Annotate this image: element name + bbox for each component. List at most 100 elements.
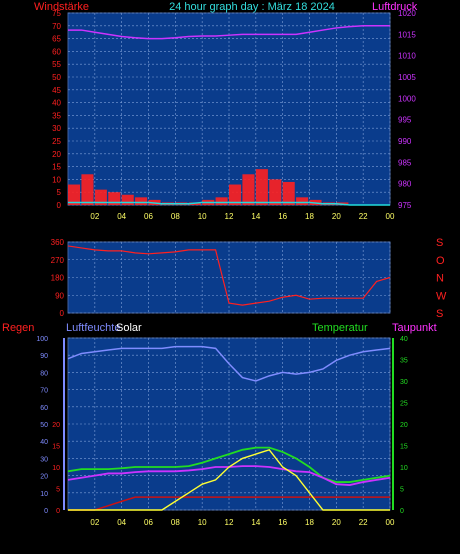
compass-tick-label: O: [436, 255, 445, 267]
x-tick-label: 06: [144, 518, 153, 527]
x-tick-label: 02: [90, 212, 99, 221]
pressure-tick-label: 1020: [398, 9, 416, 18]
x-tick-label: 02: [90, 518, 99, 527]
pressure-tick-label: 990: [398, 137, 412, 146]
wind-bar: [242, 174, 255, 205]
x-tick-label: 14: [251, 518, 260, 527]
weather-panel-grid: [68, 337, 391, 511]
dewpoint-axis-title: Taupunkt: [392, 322, 437, 334]
wind-bar: [215, 197, 228, 205]
rain-tick-label: 20: [52, 422, 60, 429]
humidity-tick-label: 20: [40, 474, 48, 481]
x-tick-label: 18: [305, 518, 314, 527]
wind-tick-label: 5: [57, 188, 62, 197]
humidity-tick-label: 10: [40, 491, 48, 498]
compass-tick-label: S: [436, 308, 443, 320]
temperature-tick-label: 40: [400, 336, 408, 343]
x-tick-label: 20: [332, 518, 341, 527]
wind-series: [68, 169, 349, 205]
wind-bar: [282, 181, 295, 205]
temperature-tick-label: 10: [400, 465, 408, 472]
direction-series: [67, 245, 391, 306]
wind-bar: [296, 197, 309, 205]
x-tick-label: 04: [117, 212, 126, 221]
temperature-tick-label: 30: [400, 379, 408, 386]
x-tick-label: 10: [198, 518, 207, 527]
humidity-tick-label: 40: [40, 439, 48, 446]
wind-tick-label: 10: [52, 175, 61, 184]
humidity-tick-label: 70: [40, 388, 48, 395]
x-tick-label: 18: [305, 212, 314, 221]
x-tick-label: 16: [278, 212, 287, 221]
wind-bar: [81, 174, 94, 205]
pressure-tick-label: 1005: [398, 73, 416, 82]
wind-bar: [229, 184, 242, 205]
direction-panel-grid: [68, 241, 391, 314]
temperature-tick-label: 15: [400, 444, 408, 451]
chart-title: 24 hour graph day : März 18 2024: [169, 1, 335, 13]
wind-tick-label: 75: [52, 9, 61, 18]
temperature-tick-label: 35: [400, 358, 408, 365]
wind-bar: [269, 179, 282, 205]
x-tick-label: 20: [332, 212, 341, 221]
rain-tick-label: 15: [52, 444, 60, 451]
pressure-tick-label: 980: [398, 180, 412, 189]
direction-axis-ticks: 360 270 180 90 0: [51, 238, 65, 318]
temperature-axis-ticks: 40 35 30 25 20 15 10 5 0: [400, 336, 408, 515]
compass-tick-label: N: [436, 273, 444, 285]
rain-series: [68, 496, 390, 511]
temperature-axis-title: Temperatur: [312, 322, 368, 334]
humidity-axis-title: Luftfeuchte: [66, 322, 120, 334]
pressure-tick-label: 975: [398, 201, 412, 210]
direction-tick-label: 270: [51, 256, 65, 265]
x-tick-label: 04: [117, 518, 126, 527]
direction-tick-label: 90: [55, 291, 64, 300]
pressure-tick-label: 995: [398, 116, 412, 125]
temperature-tick-label: 5: [400, 487, 404, 494]
weather-x-axis-ticks: 02 04 06 08 10 12 14 16 18 20 22 00: [90, 518, 395, 527]
wind-bar: [94, 189, 107, 205]
wind-tick-label: 30: [52, 124, 61, 133]
solar-label: Solar: [116, 322, 142, 334]
wind-tick-label: 50: [52, 73, 61, 82]
wind-axis-title: Windstärke: [34, 1, 89, 13]
x-tick-label: 16: [278, 518, 287, 527]
x-tick-label: 12: [225, 212, 234, 221]
x-tick-label: 08: [171, 518, 180, 527]
x-tick-label: 22: [359, 518, 368, 527]
pressure-tick-label: 1000: [398, 94, 416, 103]
gust-series: [68, 201, 390, 206]
wind-tick-label: 40: [52, 99, 61, 108]
direction-tick-label: 360: [51, 238, 65, 247]
rain-tick-label: 0: [56, 508, 60, 515]
rain-tick-label: 10: [52, 465, 60, 472]
wind-tick-label: 70: [52, 22, 61, 31]
direction-tick-label: 180: [51, 274, 65, 283]
x-tick-label: 00: [386, 518, 395, 527]
x-tick-label: 06: [144, 212, 153, 221]
direction-tick-label: 0: [60, 309, 65, 318]
rain-axis-ticks: 20 15 10 5 0: [52, 422, 60, 515]
wind-tick-label: 0: [57, 201, 62, 210]
wind-bar: [68, 184, 81, 205]
x-tick-label: 12: [225, 518, 234, 527]
wind-bar: [255, 169, 268, 205]
humidity-tick-label: 60: [40, 405, 48, 412]
rain-axis-title: Regen: [2, 322, 34, 334]
wind-tick-label: 65: [52, 35, 61, 44]
pressure-tick-label: 1015: [398, 30, 416, 39]
humidity-tick-label: 80: [40, 370, 48, 377]
wind-tick-label: 35: [52, 111, 61, 120]
wind-tick-label: 55: [52, 60, 61, 69]
temperature-series: [67, 446, 391, 483]
wind-bar: [121, 194, 134, 205]
pressure-series: [68, 25, 390, 40]
rain-tick-label: 5: [56, 487, 60, 494]
x-tick-label: 00: [386, 212, 395, 221]
x-tick-label: 08: [171, 212, 180, 221]
humidity-series: [67, 345, 391, 382]
